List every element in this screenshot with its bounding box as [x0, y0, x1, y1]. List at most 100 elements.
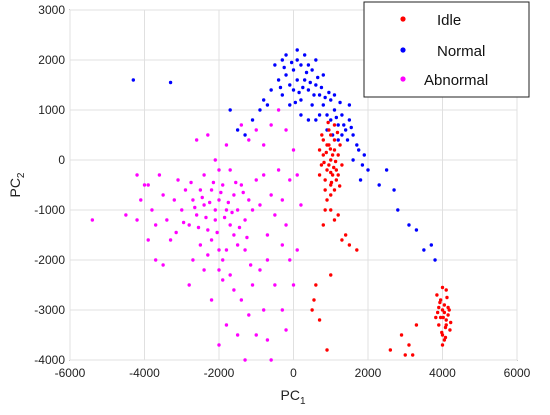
point-abnormal [207, 200, 212, 205]
legend-label-normal: Normal [437, 43, 485, 60]
point-abnormal [230, 210, 234, 215]
point-normal [273, 63, 277, 67]
point-idle [448, 328, 452, 332]
point-idle [334, 178, 339, 182]
y-tick-label: 0 [58, 153, 65, 167]
point-normal [325, 113, 329, 117]
point-abnormal [265, 233, 270, 237]
point-abnormal [239, 298, 244, 302]
point-idle [329, 193, 333, 197]
point-abnormal [204, 215, 208, 220]
legend-label-abnormal: Abnormal [424, 72, 488, 89]
point-abnormal [284, 328, 288, 332]
point-normal [351, 133, 355, 137]
point-normal [265, 103, 270, 107]
x-tick-label: 6000 [504, 366, 531, 380]
point-idle [329, 158, 333, 162]
point-abnormal [198, 243, 203, 247]
legend-marker-abnormal [400, 76, 406, 82]
point-abnormal [254, 333, 258, 337]
y-tick-label: -4000 [34, 353, 65, 367]
point-idle [330, 173, 335, 177]
point-abnormal [232, 193, 236, 197]
legend-box [363, 1, 530, 98]
point-idle [326, 120, 330, 125]
point-normal [304, 70, 309, 75]
point-normal [332, 93, 337, 97]
point-idle [328, 147, 333, 151]
point-abnormal [265, 338, 270, 342]
point-idle [332, 165, 336, 170]
point-abnormal [224, 248, 229, 252]
point-normal [295, 58, 299, 62]
point-abnormal [198, 188, 203, 192]
point-abnormal [213, 158, 217, 162]
point-abnormal [228, 223, 232, 227]
point-abnormal [180, 208, 184, 212]
point-abnormal [139, 198, 143, 202]
point-idle [317, 173, 322, 177]
point-abnormal [247, 138, 251, 142]
point-idle [323, 208, 327, 212]
point-normal [347, 103, 352, 107]
point-idle [448, 320, 453, 325]
point-abnormal [276, 168, 281, 172]
point-abnormal [235, 208, 240, 212]
grid-lines [69, 9, 518, 361]
point-idle [327, 163, 331, 167]
point-idle [327, 143, 331, 147]
point-idle [343, 233, 348, 237]
point-abnormal [221, 183, 225, 187]
x-tick-label: 2000 [355, 366, 382, 380]
point-idle [399, 333, 404, 337]
y-tick-label: 2000 [38, 53, 65, 67]
point-abnormal [221, 278, 225, 282]
point-abnormal [247, 198, 251, 202]
point-idle [317, 318, 322, 322]
point-idle [435, 310, 440, 315]
point-idle [403, 353, 407, 357]
point-normal [262, 98, 266, 102]
point-abnormal [146, 183, 150, 187]
point-normal [314, 58, 318, 62]
point-abnormal [217, 268, 221, 272]
point-idle [334, 168, 339, 172]
point-idle [437, 305, 441, 310]
point-idle [338, 143, 342, 147]
point-idle [340, 238, 344, 242]
point-abnormal [269, 193, 273, 197]
point-normal [306, 118, 311, 122]
point-normal [316, 75, 320, 80]
point-abnormal [213, 218, 217, 222]
point-abnormal [245, 235, 249, 240]
point-normal [329, 98, 333, 102]
point-abnormal [219, 190, 223, 195]
point-idle [438, 300, 442, 305]
point-normal [301, 85, 305, 90]
point-abnormal [191, 198, 195, 202]
point-idle [312, 298, 316, 302]
point-abnormal [194, 138, 199, 142]
point-idle [443, 335, 448, 340]
point-normal [334, 115, 339, 120]
point-idle [347, 243, 352, 247]
point-abnormal [153, 258, 158, 262]
point-abnormal [232, 233, 236, 237]
point-abnormal [183, 188, 188, 192]
point-normal [366, 168, 370, 172]
point-normal [433, 258, 437, 262]
point-abnormal [217, 198, 221, 202]
point-idle [411, 353, 415, 357]
point-abnormal [228, 168, 232, 172]
point-idle [442, 303, 447, 307]
point-idle [332, 148, 337, 152]
point-abnormal [181, 220, 186, 225]
point-idle [321, 153, 325, 157]
point-abnormal [202, 173, 206, 177]
point-normal [302, 78, 307, 82]
point-normal [396, 208, 400, 212]
point-abnormal [217, 168, 221, 172]
legend: Idle Normal Abnormal [363, 1, 530, 98]
point-normal [351, 158, 355, 162]
point-abnormal [206, 253, 210, 257]
